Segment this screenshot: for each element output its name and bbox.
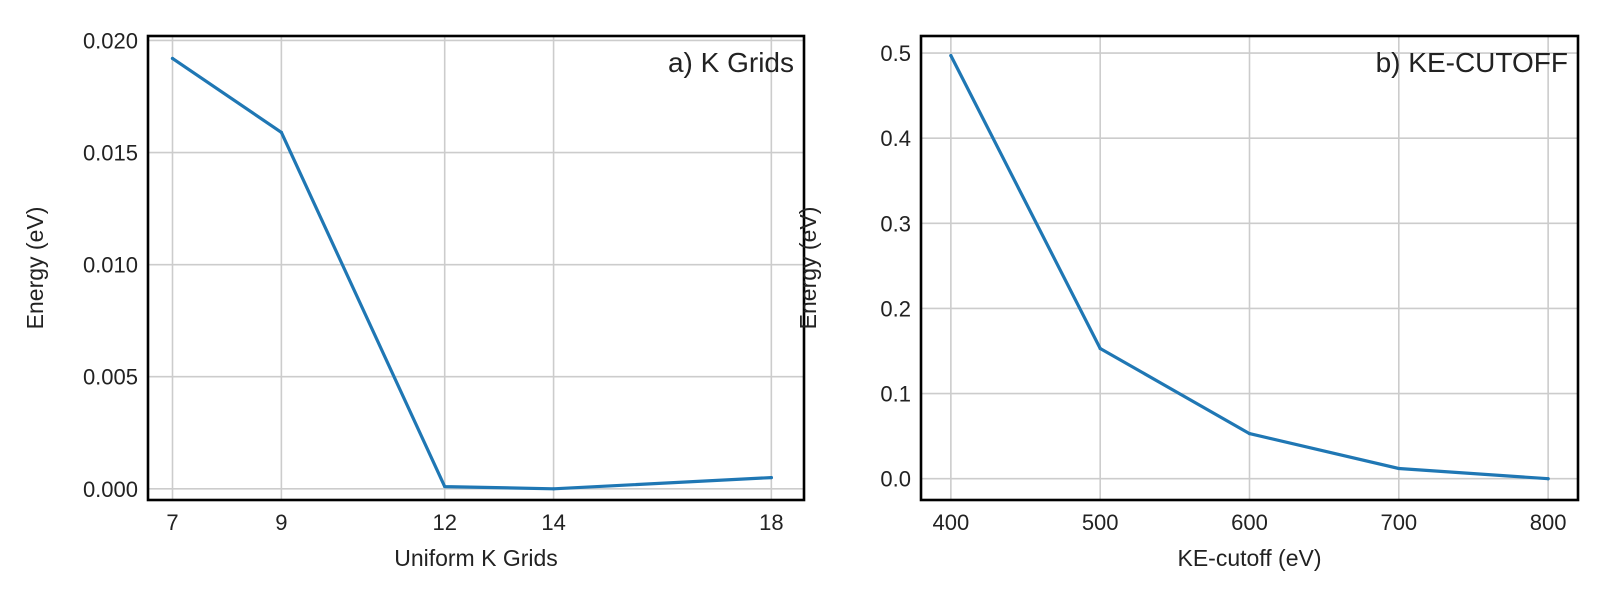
x-tick-label: 600 xyxy=(1231,510,1268,535)
y-tick-label: 0.005 xyxy=(83,365,138,390)
y-tick-label: 0.010 xyxy=(83,253,138,278)
x-tick-label: 14 xyxy=(541,510,565,535)
x-axis-label-k-grids: Uniform K Grids xyxy=(394,545,558,571)
x-axis-label-ke-cutoff: KE-cutoff (eV) xyxy=(1177,545,1321,571)
series-line xyxy=(170,56,773,491)
y-tick-label: 0.0 xyxy=(880,467,911,492)
plot-frame-k-grids xyxy=(146,34,806,502)
grid-ke-cutoff xyxy=(921,36,1578,500)
y-tick-label: 0.015 xyxy=(83,141,138,166)
x-tick-label: 400 xyxy=(933,510,970,535)
y-tick-label: 0.2 xyxy=(880,296,911,321)
x-tick-label: 700 xyxy=(1380,510,1417,535)
panel-ke-cutoff: 400 500 600 700 800 0.0 0.1 0.2 0.3 0.4 0.5 b) KE-… xyxy=(795,34,1580,571)
y-tick-label: 0.020 xyxy=(83,28,138,53)
y-axis-label-ke-cutoff: Energy (eV) xyxy=(795,207,821,330)
y-tick-label: 0.1 xyxy=(880,382,911,407)
x-tick-label: 800 xyxy=(1530,510,1567,535)
x-tick-label: 9 xyxy=(275,510,287,535)
x-tick-label: 12 xyxy=(432,510,456,535)
data-point xyxy=(279,130,283,134)
panel-title-ke-cutoff: b) KE-CUTOFF xyxy=(1376,47,1568,78)
x-tick-label: 500 xyxy=(1082,510,1119,535)
data-point xyxy=(170,56,175,61)
tick-labels-k-grids: 7 9 12 14 18 0.000 0.005 0.010 0.015 0.020 xyxy=(83,28,784,535)
data-point xyxy=(443,484,447,489)
data-point xyxy=(1247,431,1252,436)
grid-k-grids xyxy=(148,36,804,500)
plot-frame-ke-cutoff xyxy=(919,34,1580,502)
data-point xyxy=(949,53,953,58)
y-tick-label: 0.4 xyxy=(880,126,911,151)
y-tick-label: 0.000 xyxy=(83,477,138,502)
data-point xyxy=(1546,477,1550,481)
x-tick-label: 7 xyxy=(166,510,178,535)
x-tick-label: 18 xyxy=(759,510,783,535)
data-point xyxy=(1098,346,1102,351)
y-tick-label: 0.5 xyxy=(880,41,911,66)
data-point xyxy=(769,475,773,480)
series-ke-cutoff xyxy=(949,53,1550,481)
y-tick-label: 0.3 xyxy=(880,211,911,236)
y-axis-label-k-grids: Energy (eV) xyxy=(22,207,48,330)
panel-k-grids: 7 9 12 14 18 0.000 0.005 0.010 0.015 0.020 a) K G… xyxy=(22,28,806,571)
data-point xyxy=(551,487,556,491)
series-k-grids xyxy=(170,56,773,491)
data-point xyxy=(1397,466,1401,471)
tick-labels-ke-cutoff: 400 500 600 700 800 0.0 0.1 0.2 0.3 0.4 0.5 xyxy=(880,41,1566,535)
panel-title-k-grids: a) K Grids xyxy=(668,47,794,78)
